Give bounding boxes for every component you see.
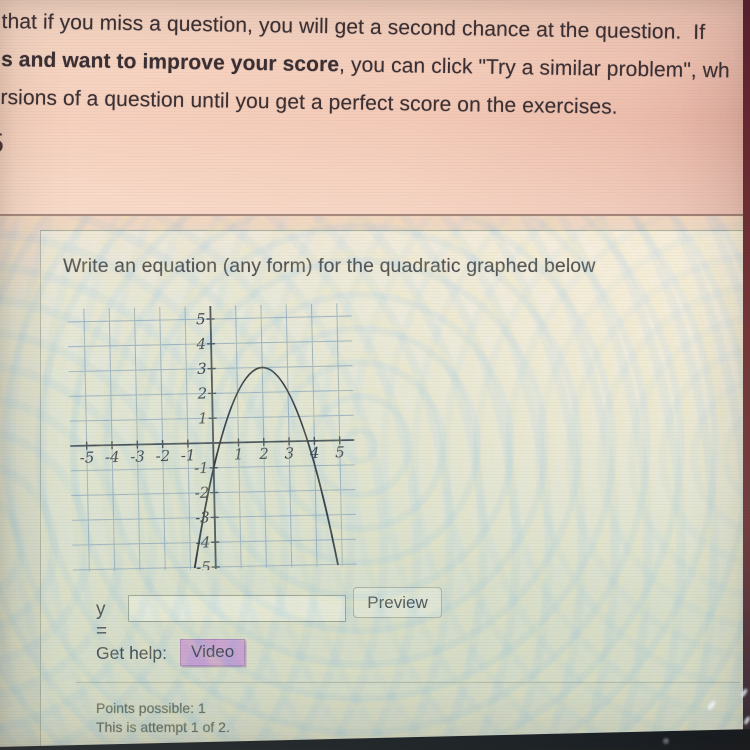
svg-text:-2: -2	[155, 447, 170, 465]
points-divider	[76, 682, 740, 683]
svg-text:-3: -3	[130, 447, 145, 465]
svg-text:-1: -1	[181, 446, 196, 464]
video-help-link[interactable]: Video	[180, 639, 246, 666]
answer-prefix-label: y =	[96, 599, 108, 642]
photo-edge-strip	[743, 0, 750, 750]
svg-text:4: 4	[195, 335, 206, 353]
svg-text:2: 2	[258, 445, 269, 463]
svg-text:-5: -5	[196, 558, 211, 573]
svg-text:3: 3	[197, 360, 207, 378]
instructions-line-2-bold: s and want to improve your score	[0, 48, 340, 77]
preview-button[interactable]: Preview	[353, 587, 442, 618]
reflection-speck	[663, 738, 669, 744]
svg-text:1: 1	[234, 445, 244, 463]
instructions-line-2-rest: , you can click "Try a similar problem",…	[338, 53, 730, 83]
instructions-area: that if you miss a question, you will ge…	[0, 0, 750, 216]
svg-text:1: 1	[198, 409, 208, 427]
svg-text:2: 2	[196, 384, 207, 402]
exercise-area: Write an equation (any form) for the qua…	[0, 216, 750, 750]
page-number-partial: 5	[0, 127, 5, 159]
question-card: Write an equation (any form) for the qua…	[40, 230, 745, 750]
points-info: Points possible: 1 This is attempt 1 of …	[96, 699, 230, 736]
svg-text:5: 5	[335, 443, 345, 461]
points-possible-text: Points possible: 1	[96, 700, 206, 716]
get-help-row: Get help: Video	[96, 639, 246, 668]
svg-text:3: 3	[284, 444, 294, 462]
svg-text:-3: -3	[195, 508, 210, 526]
answer-input[interactable]	[128, 595, 346, 622]
instructions-line-1: that if you miss a question, you will ge…	[1, 10, 706, 45]
instructions-line-2: s and want to improve your score, you ca…	[1, 48, 730, 83]
attempt-text: This is attempt 1 of 2.	[96, 718, 230, 735]
svg-text:4: 4	[309, 444, 320, 462]
section-divider	[0, 214, 750, 216]
svg-text:-4: -4	[105, 448, 120, 466]
get-help-label: Get help:	[96, 643, 168, 663]
question-title: Write an equation (any form) for the qua…	[63, 255, 596, 277]
svg-text:5: 5	[196, 310, 206, 328]
instructions-line-3: rsions of a question until you get a per…	[0, 86, 618, 119]
svg-text:-1: -1	[194, 459, 209, 477]
svg-text:-2: -2	[194, 484, 209, 502]
svg-text:-5: -5	[79, 448, 94, 466]
